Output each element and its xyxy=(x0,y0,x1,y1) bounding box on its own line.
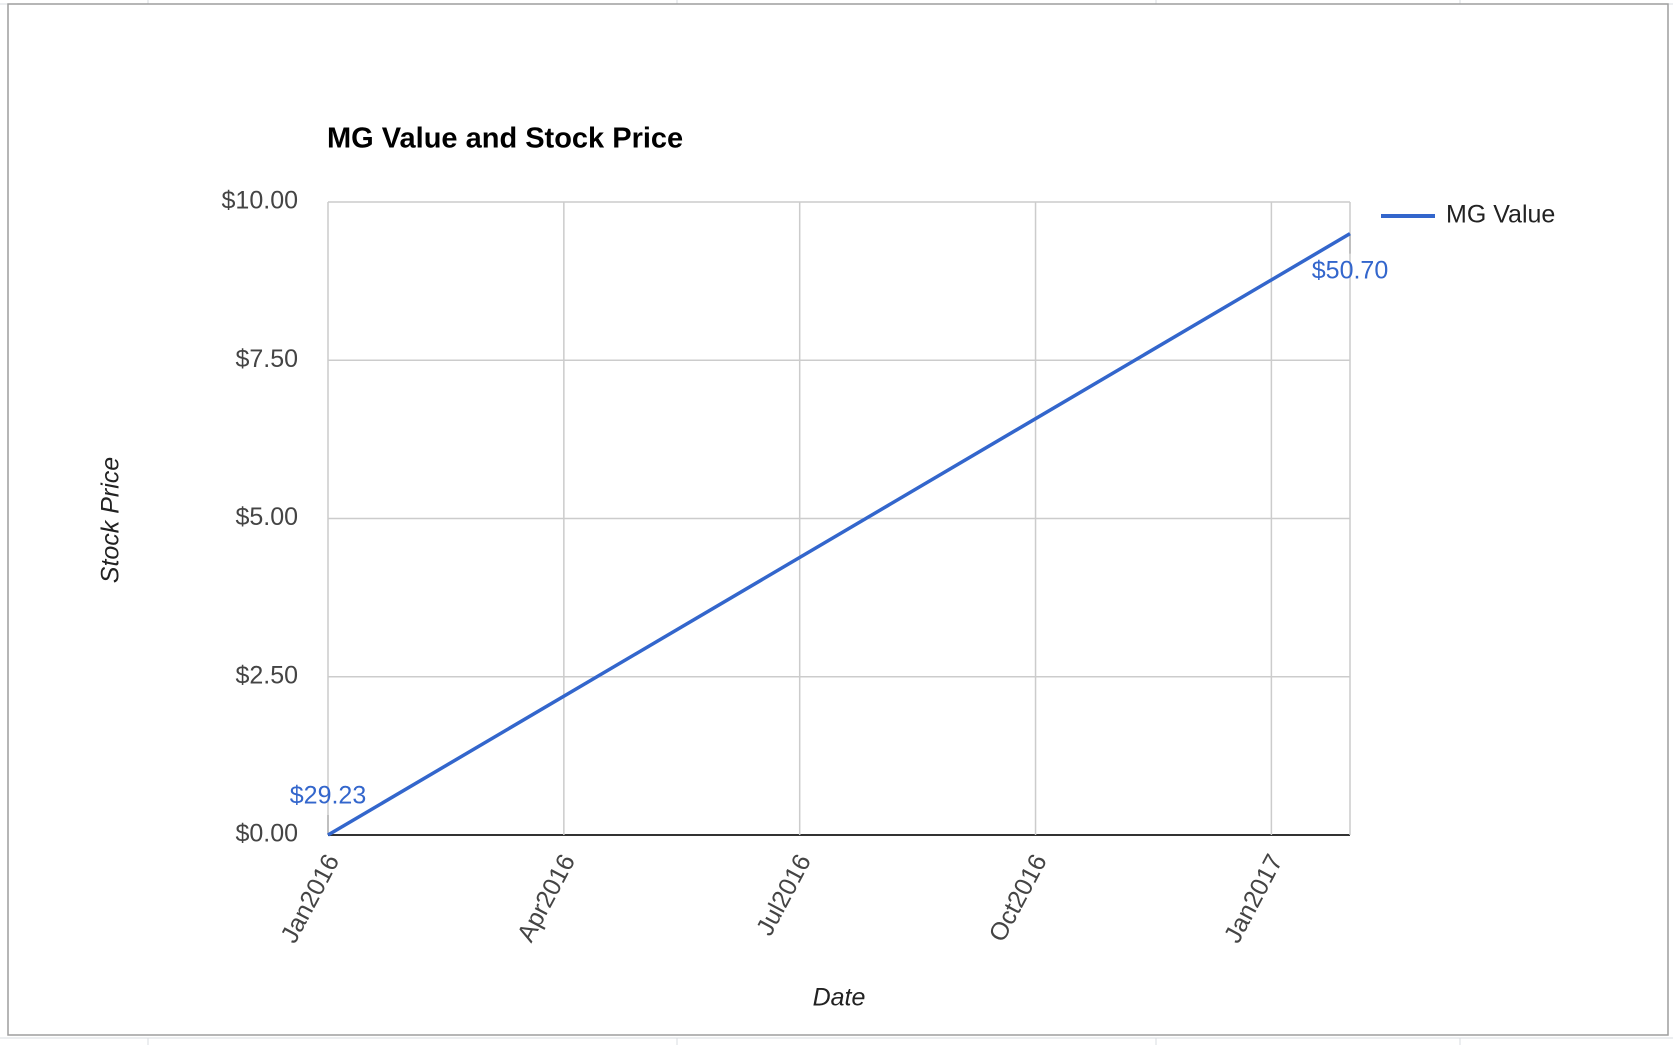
y-tick-label: $7.50 xyxy=(235,345,298,373)
x-axis-label: Date xyxy=(813,984,866,1012)
data-annotation: $29.23 xyxy=(290,782,366,810)
series-line xyxy=(327,232,1351,837)
y-tick-label: $5.00 xyxy=(235,503,298,531)
y-tick-label: $0.00 xyxy=(235,820,298,848)
chart-title: MG Value and Stock Price xyxy=(327,123,683,155)
chart-frame xyxy=(7,3,1669,1036)
y-tick-label: $2.50 xyxy=(235,661,298,689)
y-axis-label: Stock Price xyxy=(97,457,125,583)
y-tick-label: $10.00 xyxy=(222,187,298,215)
legend-label: MG Value xyxy=(1446,201,1555,229)
data-annotation: $50.70 xyxy=(1312,256,1388,284)
